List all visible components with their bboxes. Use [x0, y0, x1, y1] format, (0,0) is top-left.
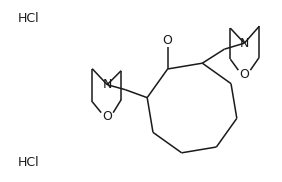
Text: O: O	[163, 35, 173, 48]
Text: N: N	[102, 78, 112, 91]
Text: HCl: HCl	[18, 11, 40, 25]
Text: N: N	[240, 37, 249, 50]
Text: O: O	[102, 110, 112, 123]
Text: HCl: HCl	[18, 155, 40, 169]
Text: O: O	[239, 68, 249, 81]
